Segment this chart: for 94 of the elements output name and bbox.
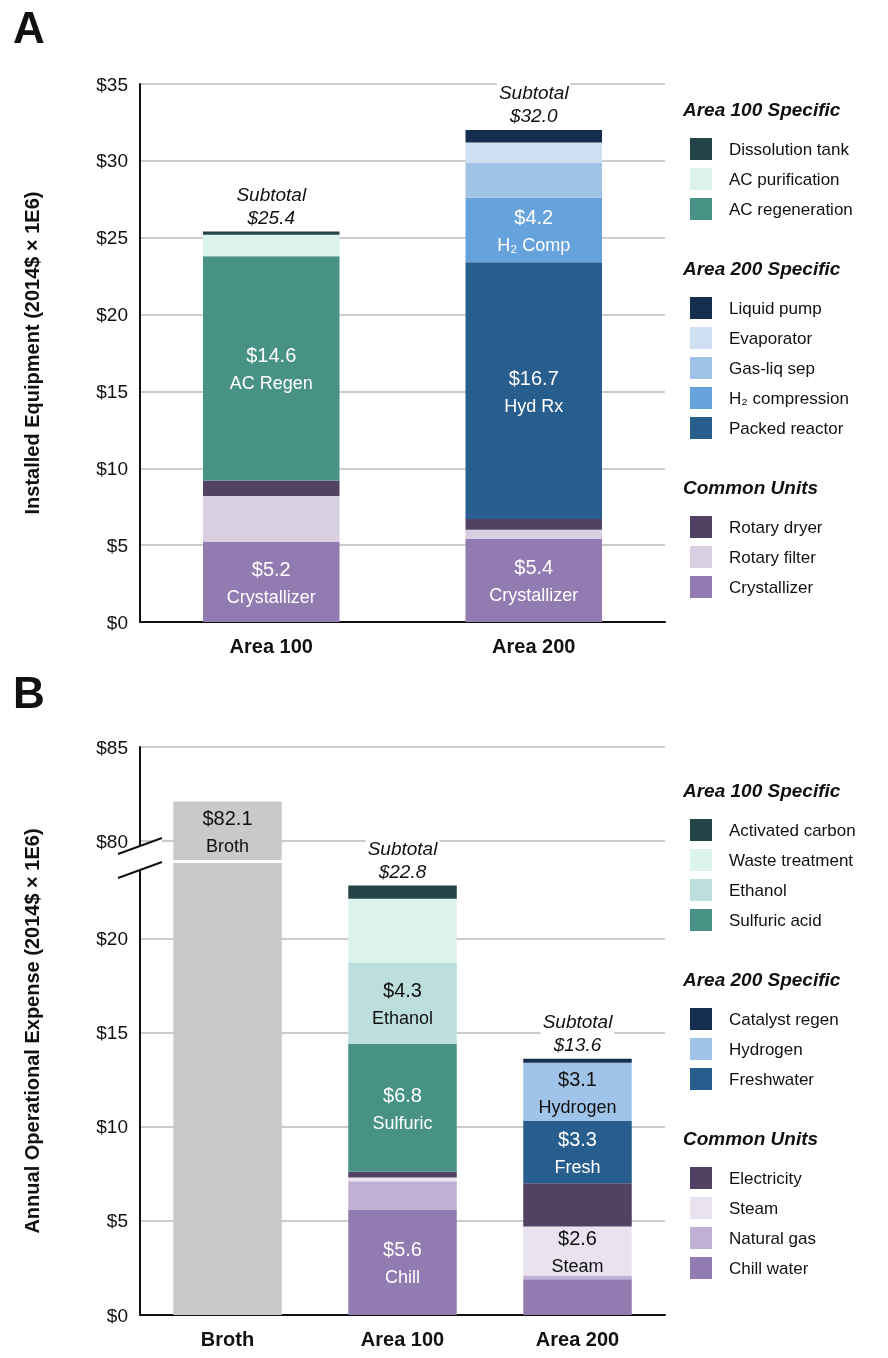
y-tick-label: $20: [96, 927, 128, 949]
legend-label: Rotary filter: [729, 547, 817, 567]
text: Area 100 Specific: [682, 99, 841, 120]
y-tick-label: $10: [96, 1116, 128, 1138]
legend-label: AC regeneration: [729, 199, 853, 219]
chart-title: A: [13, 2, 45, 52]
bar: [348, 1209, 457, 1315]
y-axis-title: Annual Operational Expense (2014$ × 1E6): [21, 828, 43, 1234]
y-tick-label: $5: [106, 1210, 128, 1232]
bar: [465, 529, 602, 539]
data-label: $3.1 Hydrogen: [538, 1067, 617, 1117]
text: Area 100 Specific: [682, 780, 841, 801]
data-label: $14.6 AC Regen: [229, 344, 313, 394]
bar: [465, 142, 602, 163]
bar: [465, 197, 602, 263]
legend-label: Chill water: [729, 1258, 809, 1278]
y-tick-label: $0: [106, 1304, 128, 1326]
legend-label: Catalyst regen: [729, 1009, 839, 1029]
bar: [203, 495, 340, 543]
bar: [523, 1121, 632, 1184]
data-label: $16.7 Hyd Rx: [504, 366, 564, 416]
legend-label: Activated carbon: [729, 820, 856, 840]
y-tick-label: $80: [96, 830, 128, 852]
legend-label: Hydrogen: [729, 1039, 803, 1059]
text: Common Units: [683, 1128, 819, 1149]
total-label: Subtotal $25.4: [236, 183, 307, 228]
legend-label: Steam: [729, 1198, 779, 1218]
bar: [203, 480, 340, 496]
data-label: $2.6 Steam: [551, 1226, 604, 1276]
data-label: $4.3 Ethanol: [371, 979, 434, 1029]
x-tick-label: Broth: [200, 1328, 255, 1350]
y-axis-title: Installed Equipment (2014$ × 1E6): [21, 191, 43, 515]
y-tick-label: $5: [106, 534, 128, 556]
y-tick-label: $15: [96, 1022, 128, 1043]
bar: [348, 885, 457, 899]
bar: [465, 519, 602, 530]
chart-title: B: [13, 667, 45, 717]
legend-label: Liquid pump: [729, 298, 822, 318]
y-tick-label: $25: [96, 227, 128, 249]
legend-label: Natural gas: [729, 1228, 816, 1248]
legend-label: Crystallizer: [729, 577, 814, 597]
data-label: $5.4 Crystallizer: [489, 556, 579, 606]
data-label: $82.1 Broth: [202, 806, 253, 856]
bar: [348, 962, 457, 1044]
y-tick-label: $10: [96, 457, 128, 479]
y-tick-label: $35: [96, 73, 128, 95]
legend-label: Rotary dryer: [729, 517, 823, 537]
text: Area 200 Specific: [682, 258, 841, 279]
x-tick-label: Area 200: [492, 635, 576, 657]
y-tick-label: $20: [96, 304, 128, 326]
y-tick-label: $30: [96, 150, 128, 172]
bar: [523, 1279, 632, 1315]
bar: [203, 542, 340, 622]
legend-label: Gas-liq sep: [729, 358, 815, 378]
bar: [203, 234, 340, 257]
total-label: Subtotal $32.0: [498, 82, 570, 127]
total-label: Subtotal $22.8: [367, 837, 439, 882]
x-tick-label: Area 100: [360, 1328, 445, 1350]
bar: [348, 1171, 457, 1178]
data-label: $5.6 Chill: [383, 1238, 422, 1288]
text: Area 200 Specific: [682, 969, 841, 990]
y-tick-label: $85: [96, 736, 128, 758]
legend-label: H₂ compression: [729, 388, 849, 408]
data-label: $3.3 Fresh: [554, 1128, 601, 1178]
x-tick-label: Area 100: [229, 635, 313, 657]
y-tick-label: $15: [96, 380, 128, 402]
bar: [203, 231, 340, 235]
legend-label: Electricity: [729, 1168, 803, 1188]
bar: [348, 1181, 457, 1210]
bar: [523, 1183, 632, 1227]
legend-label: Freshwater: [729, 1069, 815, 1089]
y-tick-label: $0: [106, 611, 128, 633]
bar: [523, 1275, 632, 1280]
x-tick-label: Area 200: [535, 1328, 620, 1350]
bar: [203, 256, 340, 481]
legend-label: Packed reactor: [729, 418, 844, 438]
legend-label: Waste treatment: [729, 850, 854, 870]
bar: [348, 898, 457, 963]
legend-label: Evaporator: [729, 328, 813, 348]
bar: [465, 162, 602, 198]
bar: [465, 130, 602, 143]
data-label: $5.2 Crystallizer: [226, 558, 316, 608]
legend-label: Ethanol: [729, 880, 787, 900]
bar: [465, 538, 602, 622]
data-label: $4.2 H₂ Comp: [497, 206, 571, 256]
legend-label: Sulfuric acid: [729, 910, 822, 930]
legend-label: AC purification: [729, 169, 840, 189]
text: Common Units: [683, 477, 819, 498]
legend-label: Dissolution tank: [729, 139, 850, 159]
bar: [348, 1043, 457, 1172]
bar: [465, 262, 602, 520]
bar: [523, 1058, 632, 1063]
data-label: $6.8 Sulfuric: [372, 1083, 433, 1133]
total-label: Subtotal $13.6: [542, 1010, 614, 1055]
